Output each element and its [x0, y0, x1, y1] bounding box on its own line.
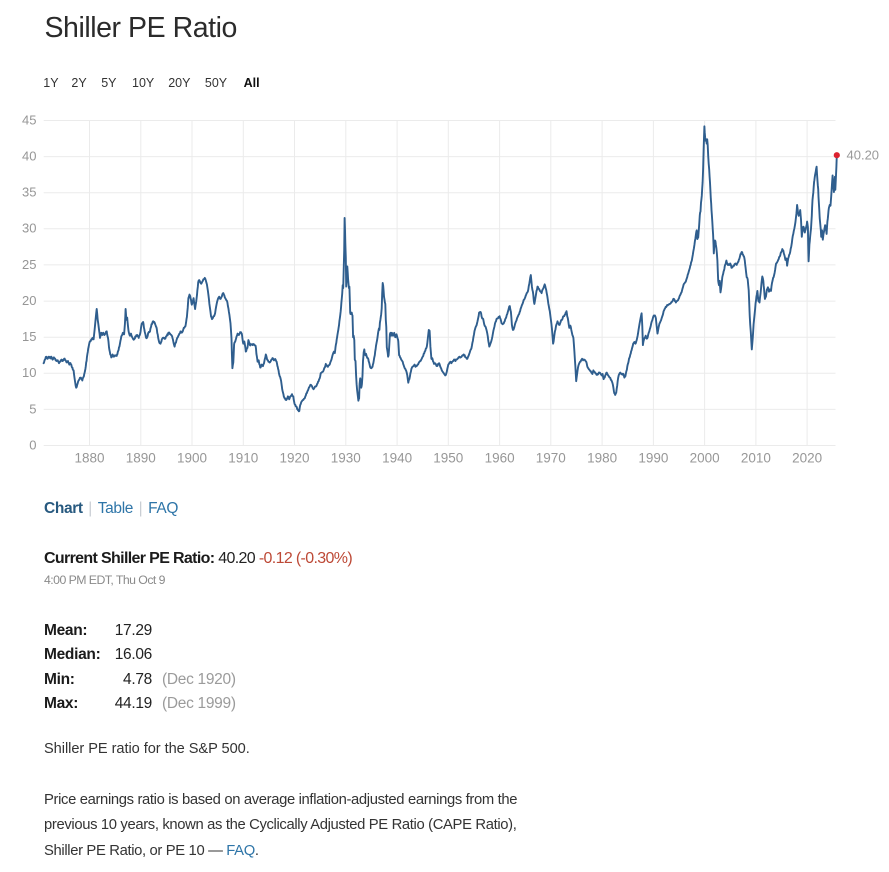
svg-text:40.20: 40.20: [847, 147, 880, 162]
svg-text:1900: 1900: [177, 451, 207, 466]
svg-text:10: 10: [22, 365, 36, 380]
svg-text:1890: 1890: [126, 451, 156, 466]
svg-text:2000: 2000: [690, 451, 720, 466]
svg-text:1970: 1970: [536, 451, 566, 466]
svg-text:1910: 1910: [228, 451, 258, 466]
svg-text:0: 0: [29, 437, 36, 452]
svg-text:40: 40: [22, 149, 36, 164]
svg-text:5: 5: [29, 401, 36, 416]
svg-text:15: 15: [22, 329, 36, 344]
svg-text:1940: 1940: [382, 451, 412, 466]
svg-text:1960: 1960: [485, 451, 515, 466]
svg-text:20: 20: [22, 293, 36, 308]
svg-text:2010: 2010: [741, 451, 771, 466]
svg-text:1920: 1920: [279, 451, 309, 466]
svg-text:1930: 1930: [331, 451, 361, 466]
svg-text:25: 25: [22, 257, 36, 272]
svg-text:2020: 2020: [792, 451, 822, 466]
svg-text:1990: 1990: [638, 451, 668, 466]
svg-text:1880: 1880: [74, 451, 104, 466]
svg-text:1980: 1980: [587, 451, 617, 466]
svg-text:35: 35: [22, 185, 36, 200]
svg-text:1950: 1950: [433, 451, 463, 466]
svg-text:45: 45: [22, 112, 36, 127]
svg-text:30: 30: [22, 221, 36, 236]
